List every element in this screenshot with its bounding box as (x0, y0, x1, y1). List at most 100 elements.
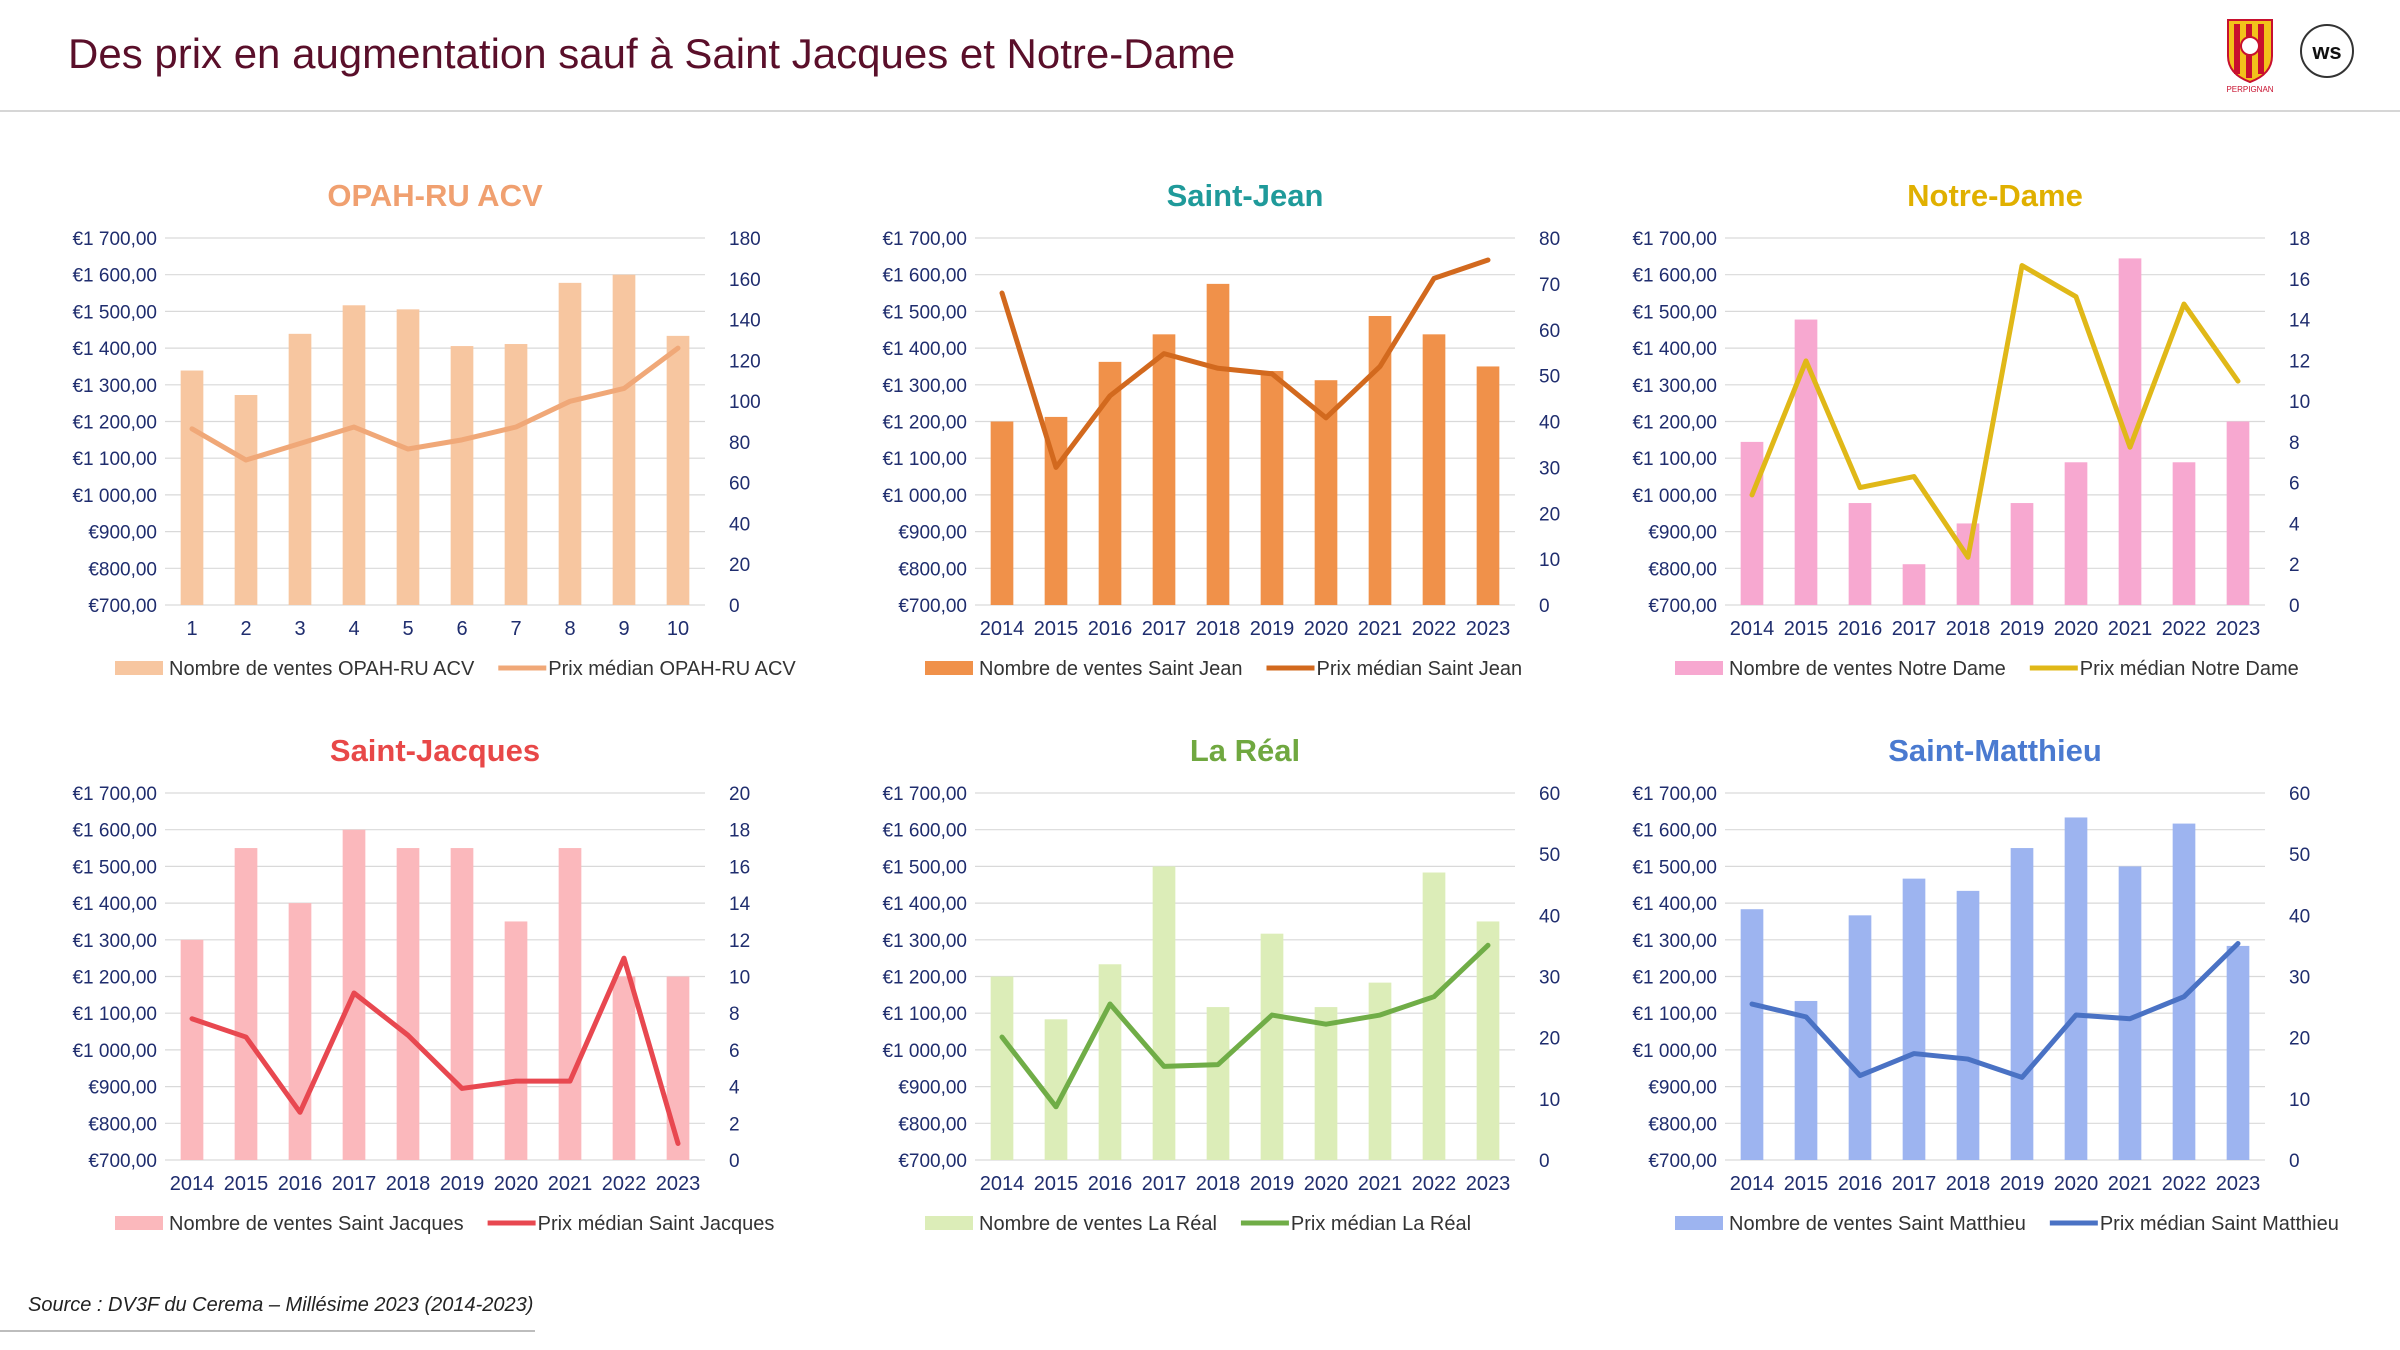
y-right-tick-label: 0 (2289, 596, 2300, 617)
y-left-tick-label: €1 600,00 (1632, 821, 1717, 842)
y-left-tick-label: €900,00 (88, 1078, 157, 1099)
bar (2010, 848, 2034, 1160)
y-right-tick-label: 30 (1539, 968, 1560, 989)
bar (666, 335, 690, 605)
x-tick-label: 2023 (2216, 618, 2261, 640)
y-left-tick-label: €1 300,00 (1632, 931, 1717, 952)
bar (504, 921, 528, 1160)
page-title: Des prix en augmentation sauf à Saint Ja… (68, 30, 1236, 77)
svg-text:ws: ws (2311, 39, 2341, 64)
bar (450, 848, 474, 1160)
y-left-tick-label: €1 400,00 (882, 894, 967, 915)
y-right-tick-label: 14 (2289, 311, 2311, 332)
y-right-tick-label: 18 (2289, 229, 2310, 250)
bar (342, 305, 366, 605)
x-tick-label: 2022 (602, 1173, 647, 1195)
y-right-tick-label: 0 (729, 596, 740, 617)
y-left-tick-label: €1 100,00 (882, 449, 967, 470)
y-left-tick-label: €900,00 (898, 523, 967, 544)
y-right-tick-label: 10 (1539, 550, 1560, 571)
x-tick-label: 9 (618, 618, 629, 640)
chart-saint-matthieu: Saint-Matthieu €700,00 €800,00 €900,00 €1 00… (1632, 733, 2338, 1235)
y-right-tick-label: 180 (729, 229, 761, 250)
y-left-tick-label: €800,00 (1648, 1114, 1717, 1135)
legend-label: Prix médian Saint Jean (1317, 658, 1523, 680)
y-right-tick-label: 18 (729, 821, 750, 842)
y-left-tick-label: €1 200,00 (1632, 413, 1717, 434)
y-left-tick-label: €1 400,00 (72, 894, 157, 915)
y-right-tick-label: 30 (2289, 968, 2310, 989)
bar (558, 848, 582, 1160)
y-left-tick-label: €800,00 (88, 1114, 157, 1135)
y-right-tick-label: 8 (729, 1004, 740, 1025)
y-left-tick-label: €1 600,00 (882, 821, 967, 842)
y-left-tick-label: €1 000,00 (1632, 486, 1717, 507)
y-right-tick-label: 20 (729, 784, 750, 805)
x-tick-label: 2020 (2054, 1173, 2099, 1195)
legend-label: Prix médian Notre Dame (2080, 658, 2299, 680)
y-right-tick-label: 2 (729, 1114, 740, 1135)
bar (450, 346, 474, 605)
y-right-tick-label: 10 (729, 968, 750, 989)
x-tick-label: 2022 (1412, 618, 1457, 640)
bar (1314, 380, 1338, 605)
x-tick-label: 2023 (2216, 1173, 2261, 1195)
bar (1848, 503, 1872, 605)
y-right-tick-label: 100 (729, 392, 761, 413)
y-left-tick-label: €700,00 (88, 1151, 157, 1172)
bar (1740, 909, 1764, 1160)
bar (612, 274, 636, 605)
x-tick-label: 2023 (656, 1173, 701, 1195)
y-left-tick-label: €1 100,00 (72, 449, 157, 470)
bar (2226, 945, 2250, 1160)
y-left-tick-label: €1 300,00 (72, 376, 157, 397)
y-right-tick-label: 6 (2289, 474, 2300, 495)
bar (2118, 258, 2142, 605)
chart-title: La Réal (1190, 733, 1300, 768)
y-right-tick-label: 4 (729, 1078, 740, 1099)
legend-bar-swatch (115, 1216, 163, 1230)
x-tick-label: 2015 (1034, 618, 1079, 640)
y-right-tick-label: 120 (729, 351, 761, 372)
x-tick-label: 2019 (2000, 1173, 2045, 1195)
y-right-tick-label: 50 (1539, 367, 1560, 388)
bar (1794, 1000, 1818, 1160)
svg-text:PERPIGNAN: PERPIGNAN (2226, 85, 2273, 94)
legend-bar-swatch (115, 661, 163, 675)
y-left-tick-label: €700,00 (88, 596, 157, 617)
line-series (1749, 263, 2241, 560)
x-tick-label: 10 (667, 618, 689, 640)
line-series (189, 345, 681, 463)
y-right-tick-label: 0 (1539, 596, 1550, 617)
y-left-tick-label: €1 400,00 (72, 339, 157, 360)
y-right-tick-label: 40 (1539, 906, 1560, 927)
chart-la-real: La Réal €700,00 €800,00 €900,00 €1 000,00 €1 … (882, 733, 1560, 1235)
y-left-tick-label: €900,00 (1648, 1078, 1717, 1099)
bar (1902, 564, 1926, 605)
y-right-tick-label: 50 (2289, 845, 2310, 866)
bar (288, 903, 312, 1160)
bar (234, 394, 258, 605)
bar (1956, 523, 1980, 605)
y-right-tick-label: 0 (729, 1151, 740, 1172)
line-series (1749, 940, 2241, 1080)
y-left-tick-label: €900,00 (898, 1078, 967, 1099)
x-tick-label: 1 (186, 618, 197, 640)
x-tick-label: 2022 (2162, 618, 2207, 640)
y-right-tick-label: 0 (1539, 1151, 1550, 1172)
chart-notre-dame: Notre-Dame €700,00 €800,00 €900,00 €1 000,00… (1632, 178, 2311, 680)
legend-label: Prix médian Saint Jacques (538, 1213, 775, 1235)
bar (396, 848, 420, 1160)
y-left-tick-label: €1 600,00 (72, 821, 157, 842)
y-left-tick-label: €1 000,00 (882, 486, 967, 507)
y-right-tick-label: 16 (729, 857, 750, 878)
line-series (189, 955, 681, 1146)
x-tick-label: 2023 (1466, 1173, 1511, 1195)
x-tick-label: 2019 (1250, 618, 1295, 640)
bar (2064, 462, 2088, 605)
y-right-tick-label: 20 (729, 555, 750, 576)
bar (1422, 872, 1446, 1160)
bar (1476, 921, 1500, 1160)
header-divider (0, 110, 2400, 112)
y-right-tick-label: 20 (2289, 1029, 2310, 1050)
